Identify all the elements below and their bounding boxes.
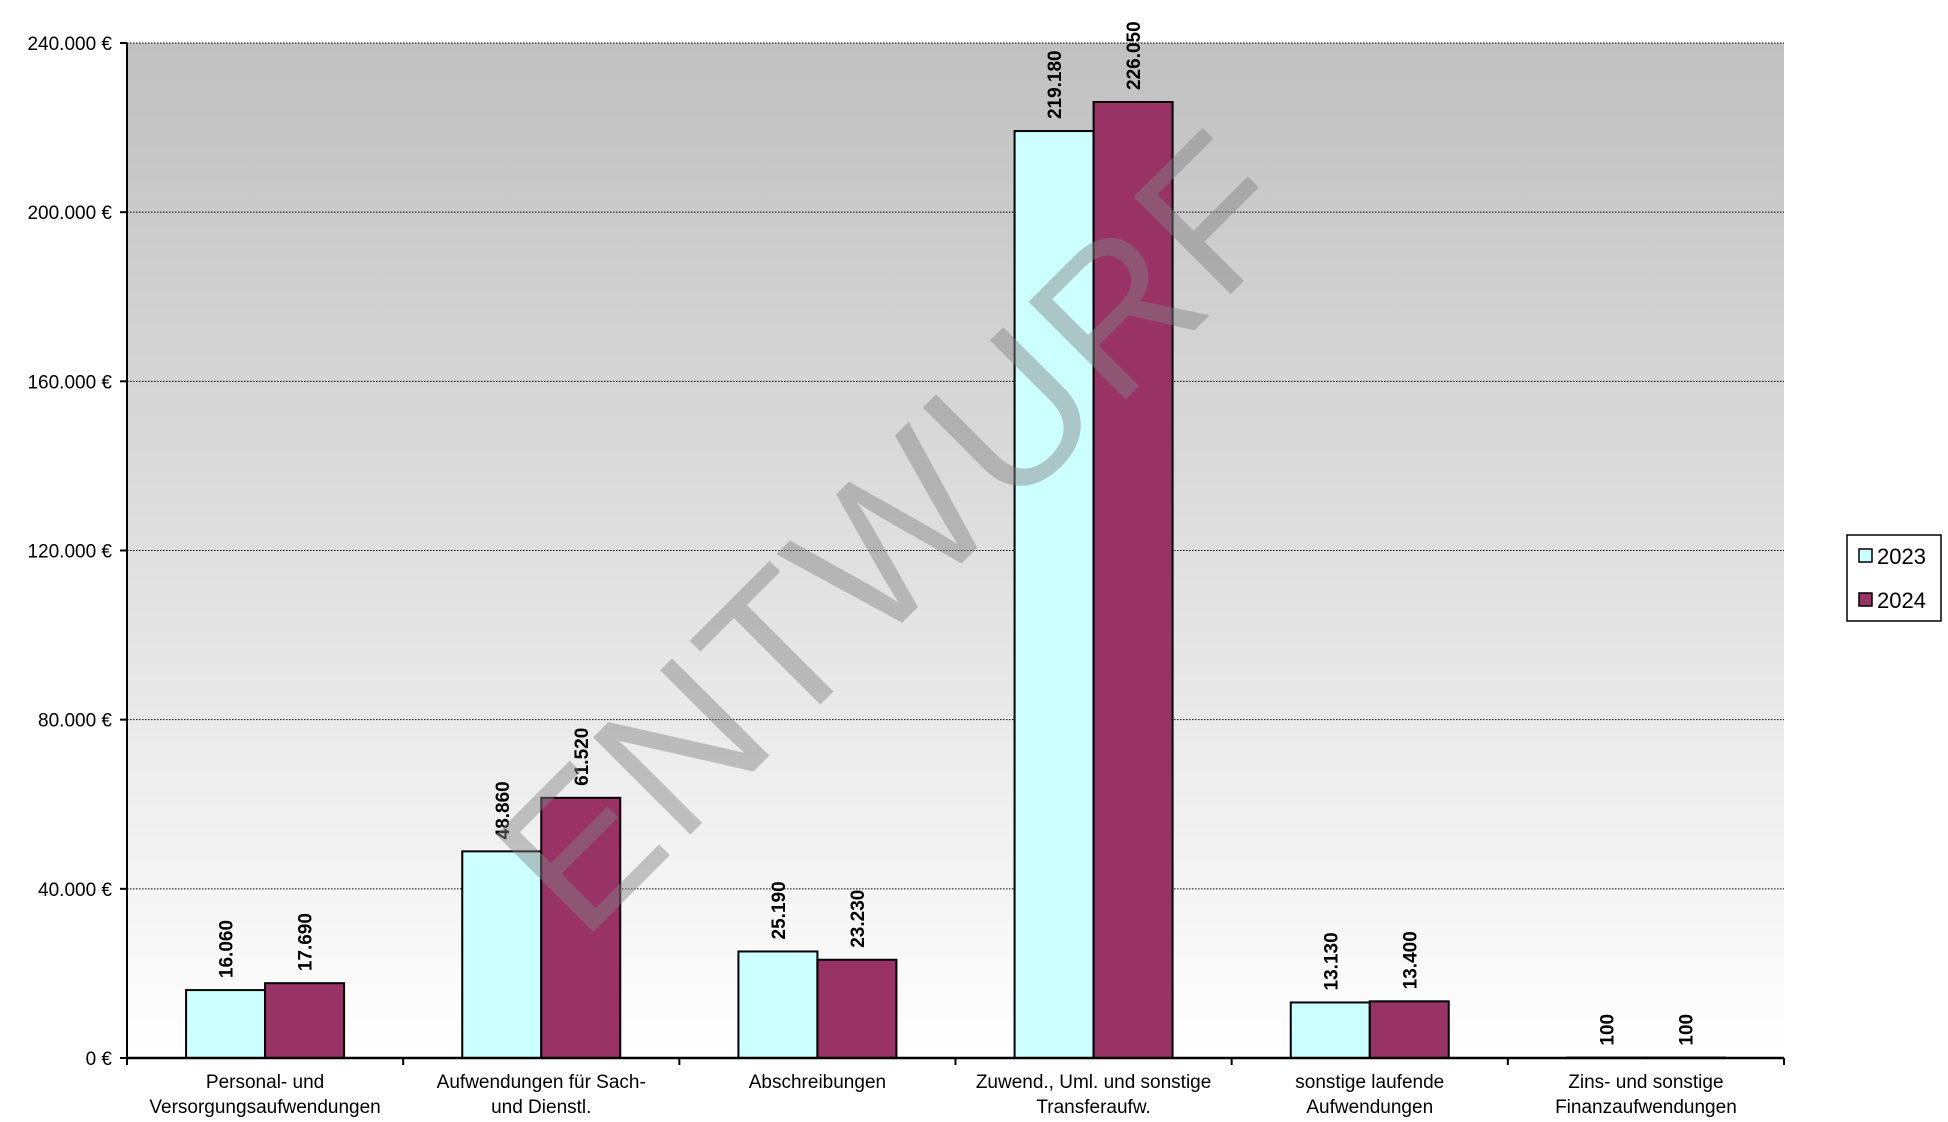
data-label: 16.060 [217, 920, 238, 978]
legend: 2023 2024 [1846, 534, 1942, 622]
category-label: sonstige laufende Aufwendungen [1295, 1072, 1444, 1118]
category-label: Personal- und Versorgungsaufwendungen [149, 1072, 380, 1118]
data-label: 13.400 [1400, 931, 1421, 989]
y-tick-labels: 0 € 40.000 € 80.000 € 120.000 € 160.000 € 200… [27, 34, 112, 1070]
legend-label-2024: 2024 [1877, 588, 1926, 613]
category-label-line: Abschreibungen [749, 1072, 886, 1093]
axes [120, 42, 1785, 1065]
bar-2023 [185, 989, 267, 1060]
category-label-line: Zins- und sonstige [1568, 1072, 1723, 1093]
data-label: 13.130 [1321, 932, 1342, 990]
data-label: 100 [1676, 1014, 1697, 1046]
legend-label-2023: 2023 [1877, 544, 1926, 569]
bar-2024 [1368, 1000, 1450, 1059]
data-label: 61.520 [572, 728, 593, 786]
bar-2023 [737, 950, 819, 1059]
category-label: Abschreibungen [749, 1072, 886, 1093]
y-tick-label: 160.000 € [27, 372, 112, 393]
y-tick-label: 0 € [86, 1049, 113, 1070]
category-label: Aufwendungen für Sach-und Dienstl. [437, 1072, 646, 1118]
category-label: Zins- und sonstige Finanzaufwendungen [1555, 1072, 1737, 1118]
bar-2024 [1092, 100, 1174, 1059]
category-label-line: Versorgungsaufwendungen [149, 1097, 380, 1118]
category-label-line: sonstige laufende [1295, 1072, 1444, 1093]
data-label: 25.190 [769, 881, 790, 939]
y-tick-label: 200.000 € [27, 203, 112, 224]
bars [185, 100, 1726, 1060]
data-label: 23.230 [848, 890, 869, 948]
bar-2024 [816, 958, 898, 1060]
y-tick-label: 80.000 € [38, 711, 112, 732]
bar-2023 [1289, 1001, 1371, 1060]
category-label: Zuwend., Uml. und sonstige Transferaufw. [976, 1072, 1212, 1118]
category-label-line: Aufwendungen [1306, 1097, 1433, 1118]
category-labels: Personal- und Versorgungsaufwendungen Aufw… [149, 1072, 1736, 1118]
category-label-line: Personal- und [206, 1072, 324, 1093]
legend-swatch-2024 [1858, 592, 1873, 607]
data-label: 226.050 [1124, 21, 1145, 90]
category-label-line: und Dienstl. [491, 1097, 591, 1118]
category-label-line: Transferaufw. [1036, 1097, 1150, 1118]
data-label: 48.860 [493, 781, 514, 839]
y-tick-label: 40.000 € [38, 880, 112, 901]
data-label: 219.180 [1045, 50, 1066, 119]
gridlines [127, 42, 1784, 890]
bar-2024 [264, 982, 346, 1059]
category-label-line: Zuwend., Uml. und sonstige [976, 1072, 1212, 1093]
data-label: 100 [1597, 1014, 1618, 1046]
data-labels: 16.060 48.860 25.190 219.180 13.130 100 17.690… [217, 21, 1698, 1045]
category-label-line: Finanzaufwendungen [1555, 1097, 1737, 1118]
category-label-line: Aufwendungen für Sach- [437, 1072, 646, 1093]
data-label: 17.690 [296, 913, 317, 971]
y-tick-label: 120.000 € [27, 542, 112, 563]
y-tick-label: 240.000 € [27, 34, 112, 55]
legend-swatch-2023 [1858, 548, 1873, 563]
